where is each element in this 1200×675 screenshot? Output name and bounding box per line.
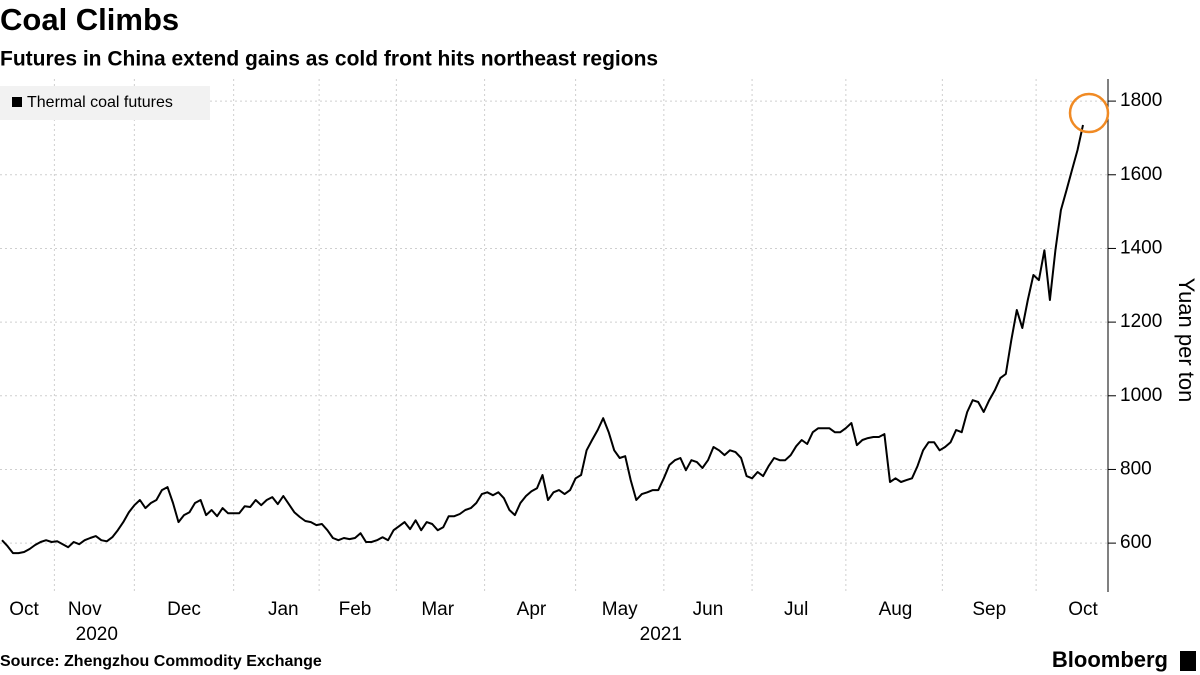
x-year-label: 2021 [640,624,682,645]
y-tick-label: 600 [1120,532,1152,553]
x-tick-label: Jun [693,599,724,620]
y-tick-label: 1600 [1120,164,1162,185]
x-tick-label: May [602,599,638,620]
source-note: Source: Zhengzhou Commodity Exchange [0,653,322,670]
y-axis-label: Yuan per ton [1174,278,1199,403]
chart-subtitle: Futures in China extend gains as cold fr… [0,48,658,71]
legend-swatch [12,97,22,107]
highlight-circle [1068,92,1110,134]
legend-box [0,86,210,120]
x-tick-label: Aug [879,599,913,620]
x-tick-label: Dec [167,599,201,620]
brand-logo: Bloomberg [1052,647,1168,672]
data-line [1,124,1084,555]
x-tick-label: Jul [784,599,808,620]
x-tick-label: Oct [9,599,39,620]
y-tick-label: 800 [1120,458,1152,479]
x-tick-label: Nov [68,599,102,620]
y-tick-label: 1400 [1120,237,1162,258]
chart-title: Coal Climbs [0,2,179,37]
legend-label: Thermal coal futures [27,94,173,111]
y-tick-label: 1000 [1120,385,1162,406]
x-tick-label: Oct [1068,599,1098,620]
x-tick-label: Feb [339,599,372,620]
x-tick-label: Sep [972,599,1006,620]
x-tick-label: Apr [517,599,547,620]
y-tick-label: 1200 [1120,311,1162,332]
x-tick-label: Mar [421,599,454,620]
y-tick-label: 1800 [1120,90,1162,111]
x-year-label: 2020 [76,624,118,645]
brand-icon [1180,651,1196,671]
x-tick-label: Jan [268,599,299,620]
